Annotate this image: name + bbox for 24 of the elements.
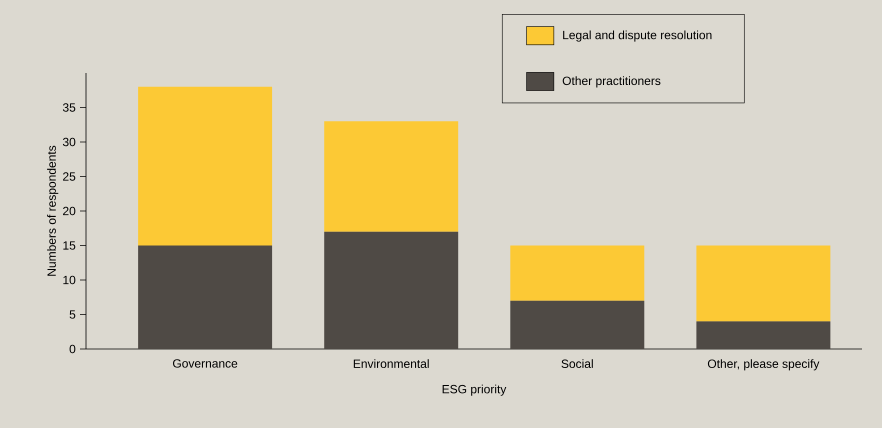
y-tick-label: 25 [63,172,76,181]
bar [696,246,830,322]
y-tick-label: 0 [70,344,76,354]
bar [138,246,272,349]
bar [510,300,644,349]
y-tick-label: 35 [62,103,76,112]
y-axis-title: Numbers of respondents [47,146,58,276]
bar [510,246,644,301]
y-tick-label: 30 [62,138,76,146]
bar [324,121,458,232]
y-tick-label: 15 [63,241,76,250]
legend-label: Other practitioners [562,76,660,88]
y-tick-label: 20 [63,206,76,216]
y-tick-label: 10 [63,276,76,284]
x-axis-title: ESG priority [442,384,506,396]
x-tick-label: Social [562,359,593,368]
x-tick-label: Environmental [354,359,429,368]
legend-label: Legal and dispute resolution [563,30,712,42]
bar [696,321,830,349]
x-tick-label: Other, please specify [708,359,820,370]
bar [138,86,272,246]
x-tick-label: Governance [173,359,238,368]
y-tick-label: 5 [70,310,76,319]
bar [324,232,458,349]
